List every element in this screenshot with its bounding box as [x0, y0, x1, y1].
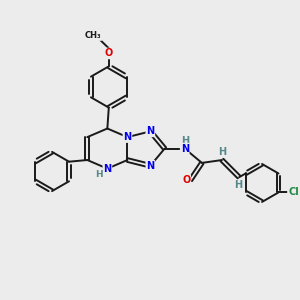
Text: H: H: [218, 147, 226, 157]
Text: N: N: [103, 164, 111, 174]
Text: N: N: [146, 126, 154, 136]
Text: H: H: [95, 170, 103, 179]
Text: O: O: [105, 48, 113, 59]
Text: H: H: [235, 180, 243, 190]
Text: Cl: Cl: [288, 188, 299, 197]
Text: N: N: [146, 161, 154, 171]
Text: N: N: [123, 132, 131, 142]
Text: O: O: [182, 175, 190, 185]
Text: N: N: [181, 144, 189, 154]
Text: H: H: [181, 136, 189, 146]
Text: CH₃: CH₃: [85, 31, 101, 40]
